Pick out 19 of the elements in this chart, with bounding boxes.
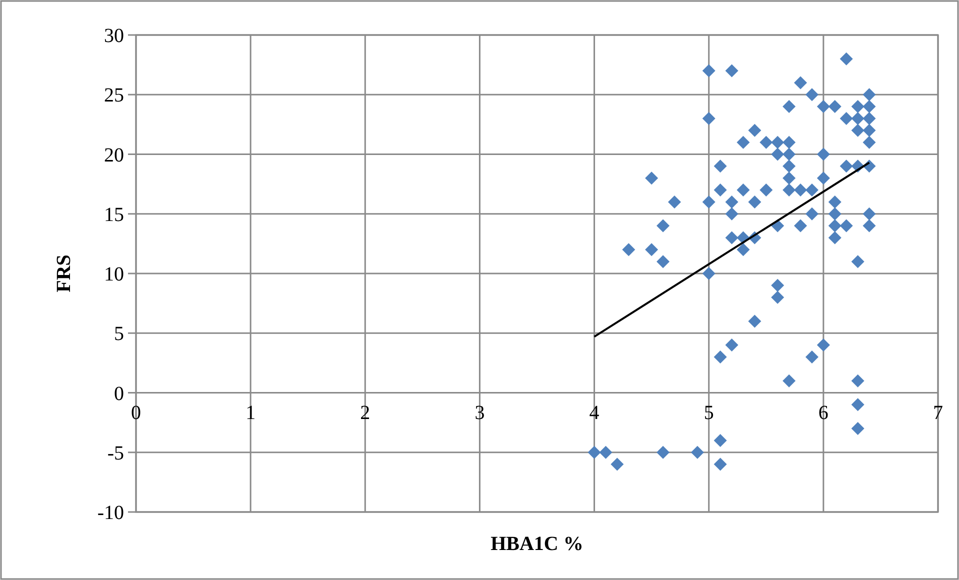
y-tick-label: 25 <box>104 84 124 107</box>
y-tick-label: -5 <box>107 442 124 464</box>
y-tick-label: 5 <box>114 323 124 346</box>
x-tick-label: 3 <box>474 402 485 424</box>
y-tick-label: -10 <box>97 502 124 524</box>
x-tick-label: 5 <box>704 402 714 424</box>
y-tick-label: 15 <box>104 204 124 226</box>
x-tick-label: 6 <box>818 402 828 424</box>
x-tick-label: 2 <box>360 402 370 424</box>
y-tick-label: 20 <box>104 144 124 166</box>
x-tick-label: 0 <box>131 402 141 424</box>
x-axis-title: HBA1C % <box>490 533 584 555</box>
y-tick-label: 10 <box>104 264 124 286</box>
x-tick-label: 1 <box>246 402 256 424</box>
y-tick-label: 30 <box>104 25 124 47</box>
y-tick-label: 0 <box>114 382 124 405</box>
x-tick-label: 4 <box>589 402 600 424</box>
y-axis-title: FRS <box>53 254 75 292</box>
x-tick-label: 7 <box>933 402 943 424</box>
